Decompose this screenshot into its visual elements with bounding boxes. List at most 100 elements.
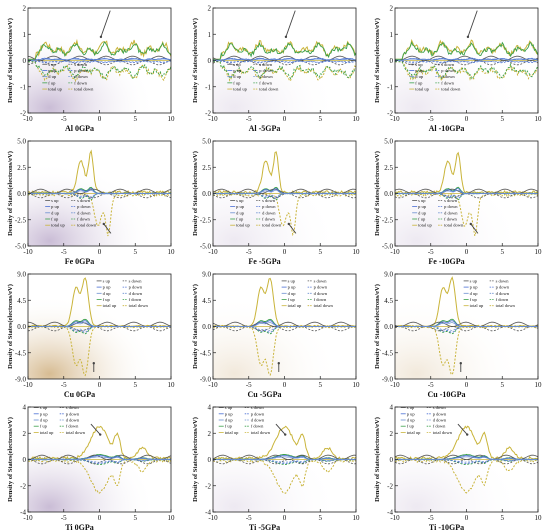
y-tick-label: -1 — [205, 83, 211, 91]
legend-entry: total down — [314, 303, 334, 308]
series-d-up — [27, 456, 172, 460]
legend-entry: total up — [103, 303, 117, 308]
legend-entry: f up — [407, 424, 415, 429]
y-tick-label: 0.0 — [384, 190, 393, 198]
annotation-arrow — [457, 423, 468, 435]
panel-title: Fe -10GPa — [428, 257, 464, 266]
x-tick-label: -5 — [428, 514, 434, 522]
legend-entry: p down — [314, 285, 328, 290]
x-tick-label: 5 — [501, 248, 505, 256]
y-tick-label: 0.0 — [202, 190, 211, 198]
annotation-arrow — [100, 10, 111, 38]
legend-entry: p up — [418, 204, 427, 209]
legend-entry: s down — [259, 62, 273, 67]
legend-entry: s down — [262, 198, 276, 203]
series-d-up — [394, 322, 539, 327]
y-tick-label: 2 — [208, 5, 212, 13]
legend-entry: f up — [40, 424, 48, 429]
legend: s up s down p up p down d up d down f up f down… — [281, 278, 334, 308]
dos-panel-fe-1: 5.0 2.5 0.0 -2.5 -5.0-10 -5 0 5 10 Density of Sta… — [192, 138, 360, 267]
x-tick-label: -5 — [428, 115, 434, 123]
legend-entry: s down — [444, 198, 458, 203]
x-tick-label: 10 — [168, 514, 176, 522]
x-tick-label: 10 — [353, 381, 361, 389]
legend-entry: f down — [259, 80, 272, 85]
legend-entry: d up — [48, 74, 57, 79]
x-tick-label: -10 — [208, 115, 218, 123]
y-axis-label: Density of States(electrons/eV) — [192, 151, 199, 236]
legend-entry: total down — [444, 223, 464, 228]
legend-entry: d down — [251, 418, 265, 423]
y-tick-label: 5.0 — [202, 138, 211, 146]
y-tick-label: -2 — [387, 482, 393, 490]
dos-panel-fe-2: 5.0 2.5 0.0 -2.5 -5.0-10 -5 0 5 10 Density of Sta… — [374, 138, 542, 267]
legend-entry: s down — [77, 198, 91, 203]
series-f-up — [28, 41, 172, 60]
arrow-head — [469, 222, 472, 226]
y-tick-label: 9.0 — [17, 271, 26, 279]
series-s-up — [28, 454, 172, 460]
series-d-up — [213, 322, 356, 327]
legend-entry: p down — [444, 204, 458, 209]
x-tick-label: -5 — [246, 115, 252, 123]
panel-title: Ti -5GPa — [249, 523, 280, 532]
annotation-arrow — [275, 423, 286, 435]
legend-entry: f down — [433, 424, 446, 429]
series-total-up — [28, 38, 172, 60]
y-tick-label: -2 — [20, 110, 26, 118]
y-tick-label: 0 — [23, 57, 27, 65]
y-tick-label: -4 — [387, 509, 393, 517]
x-tick-label: 0 — [283, 248, 287, 256]
y-tick-label: 0 — [390, 57, 394, 65]
x-tick-label: 5 — [501, 514, 505, 522]
y-axis-label: Density of States(electrons/eV) — [7, 417, 14, 502]
legend-entry: d down — [496, 291, 510, 296]
x-tick-label: 5 — [134, 115, 138, 123]
legend-entry: p down — [66, 411, 80, 416]
x-tick-label: 5 — [501, 381, 505, 389]
series-d-down — [213, 60, 356, 63]
series-f-down — [213, 61, 357, 80]
legend-entry: total up — [236, 223, 250, 228]
legend-entry: s up — [415, 62, 423, 67]
series-d-down — [28, 459, 172, 463]
x-tick-label: -10 — [390, 115, 400, 123]
y-tick-label: 4 — [390, 404, 394, 412]
dos-panel-cu-0: 9.0 4.5 0.0 -4.5 -9.0-10 -5 0 5 10 Density of Sta… — [7, 271, 175, 400]
legend-entry: f up — [233, 80, 241, 85]
arrow-head — [284, 433, 287, 436]
y-tick-label: 9.0 — [202, 271, 211, 279]
series-p-down — [213, 60, 357, 64]
series-p-down — [395, 60, 538, 64]
legend-entry: total down — [496, 303, 516, 308]
legend-entry: s up — [407, 405, 415, 410]
y-tick-label: 4.5 — [202, 297, 211, 305]
y-axis-label: Density of States(electrons/eV) — [374, 284, 381, 369]
series-d-up — [395, 58, 539, 61]
legend-entry: s up — [236, 198, 244, 203]
series-total-down — [212, 192, 357, 237]
x-tick-label: 5 — [319, 248, 323, 256]
panel-title: Cu -5GPa — [248, 390, 282, 399]
series-total-down — [394, 192, 539, 237]
x-tick-label: -10 — [390, 514, 400, 522]
y-tick-label: -2.5 — [15, 216, 27, 224]
legend-entry: total down — [251, 430, 271, 435]
y-tick-label: -1 — [20, 83, 26, 91]
series-d-up — [394, 456, 538, 460]
legend-entry: d up — [233, 74, 242, 79]
x-tick-label: 10 — [535, 514, 543, 522]
y-tick-label: -5.0 — [382, 243, 394, 251]
x-tick-label: 10 — [353, 115, 361, 123]
series-total-up — [395, 38, 539, 60]
arrow-head — [102, 222, 105, 226]
legend: s up s down p up p down d up d down f up f down… — [33, 405, 86, 435]
series-d-up — [28, 322, 171, 327]
series-d-up — [28, 58, 172, 61]
legend-entry: p down — [77, 204, 91, 209]
legend-entry: d up — [407, 418, 416, 423]
legend-entry: f up — [418, 217, 426, 222]
legend-entry: d up — [415, 74, 424, 79]
x-tick-label: -5 — [61, 381, 67, 389]
legend-entry: total down — [66, 430, 86, 435]
